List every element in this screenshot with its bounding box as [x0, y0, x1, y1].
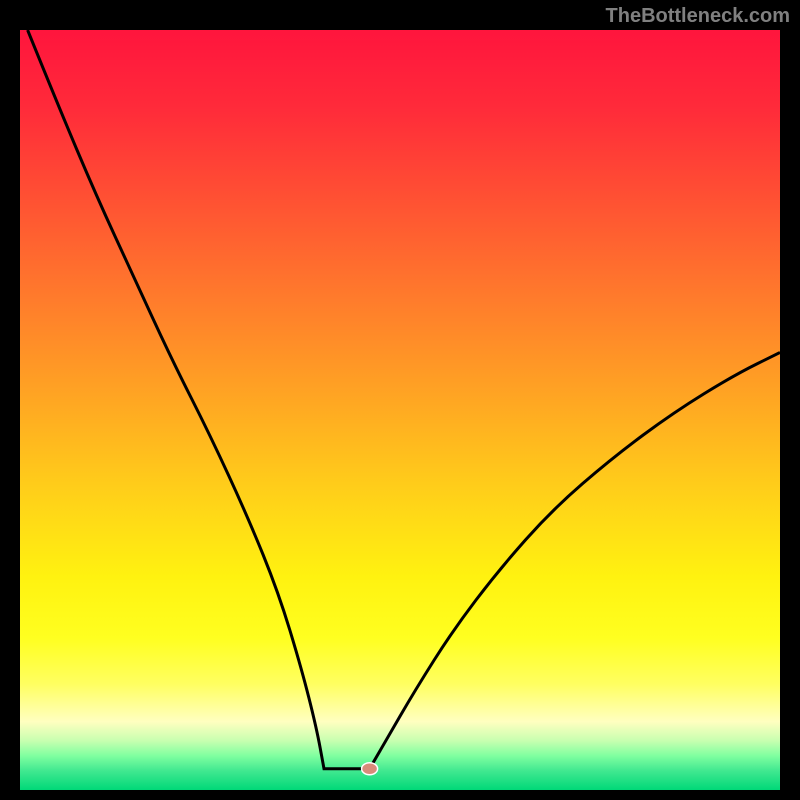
- watermark-text: TheBottleneck.com: [606, 5, 790, 28]
- bottleneck-curve: [20, 30, 780, 780]
- optimal-point-marker: [362, 763, 378, 775]
- plot-area: [20, 30, 780, 780]
